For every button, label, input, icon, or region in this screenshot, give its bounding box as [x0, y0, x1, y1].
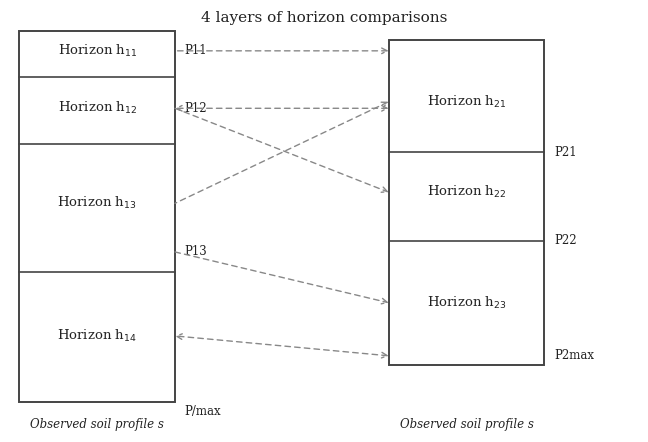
Text: Horizon h$_{14}$: Horizon h$_{14}$ [57, 328, 137, 344]
Text: Observed soil profile s: Observed soil profile s [30, 418, 164, 431]
Bar [389, 40, 544, 365]
Text: Horizon h$_{12}$: Horizon h$_{12}$ [58, 100, 137, 116]
Text: Horizon h$_{23}$: Horizon h$_{23}$ [427, 295, 506, 311]
Text: Observed soil profile s: Observed soil profile s [400, 418, 533, 431]
Text: P12: P12 [185, 102, 207, 115]
Text: Horizon h$_{22}$: Horizon h$_{22}$ [427, 184, 506, 200]
Text: P22: P22 [554, 234, 577, 248]
Text: P11: P11 [185, 44, 207, 57]
Text: 4 layers of horizon comparisons: 4 layers of horizon comparisons [201, 11, 447, 25]
Text: Horizon h$_{13}$: Horizon h$_{13}$ [58, 195, 137, 211]
Text: Horizon h$_{21}$: Horizon h$_{21}$ [427, 94, 506, 110]
Text: P2max: P2max [554, 349, 594, 362]
Text: Horizon h$_{11}$: Horizon h$_{11}$ [58, 43, 137, 59]
Text: P13: P13 [185, 245, 207, 259]
Text: P21: P21 [554, 146, 577, 159]
Bar [19, 31, 175, 402]
Text: P/max: P/max [185, 404, 222, 418]
